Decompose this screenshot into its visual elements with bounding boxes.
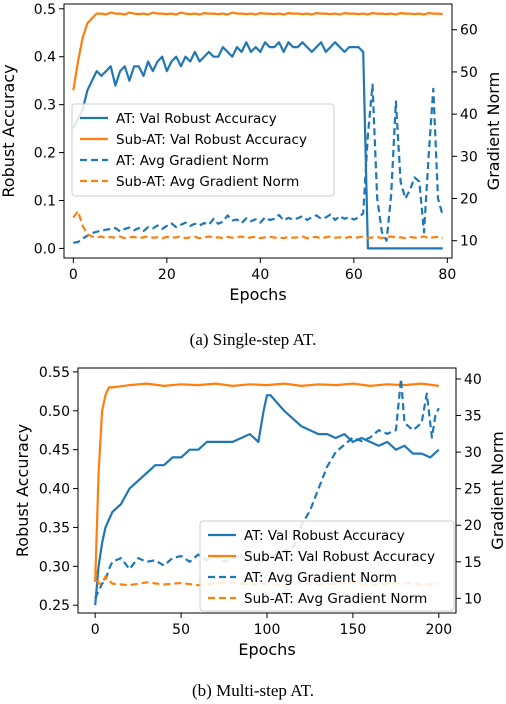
- series-line-3: [73, 83, 444, 244]
- y-axis-label: Robust Accuracy: [13, 424, 32, 557]
- series-line-2: [94, 382, 439, 582]
- x-tick-label: 0: [69, 267, 78, 283]
- x-tick-label: 50: [172, 622, 190, 638]
- y-tick-label: 0.1: [34, 193, 56, 209]
- y-tick-label: 0.3: [34, 98, 56, 114]
- legend-box: [199, 520, 455, 612]
- y2-tick-label: 40: [460, 107, 478, 123]
- y-tick-label: 0.5: [34, 2, 56, 18]
- x-tick-label: 40: [251, 267, 269, 283]
- y-tick-label: 0.45: [39, 443, 70, 459]
- y-tick-label: 0.30: [39, 559, 70, 575]
- y2-tick-label: 15: [464, 555, 482, 571]
- series-line-1: [72, 41, 443, 250]
- y2-tick-label: 30: [464, 445, 482, 461]
- x-axis-label: Epochs: [238, 640, 295, 659]
- legend-label-4: Sub-AT: Avg Gradient Norm: [116, 174, 299, 190]
- plot-frame: [63, 3, 453, 259]
- series-line-2: [72, 11, 443, 91]
- legend-label-3: AT: Avg Gradient Norm: [116, 153, 269, 169]
- y2-tick-label: 20: [464, 518, 482, 534]
- x-tick-label: 20: [158, 267, 176, 283]
- legend-label-2: Sub-AT: Val Robust Accuracy: [244, 549, 435, 565]
- y2-tick-label: 35: [464, 409, 482, 425]
- x-tick-label: 80: [438, 267, 456, 283]
- x-tick-label: 150: [340, 622, 367, 638]
- y-tick-label: 0.2: [34, 146, 56, 162]
- y2-tick-label: 60: [460, 23, 478, 39]
- legend-box: [71, 103, 335, 197]
- x-tick-label: 60: [345, 267, 363, 283]
- legend-label-4: Sub-AT: Avg Gradient Norm: [244, 591, 427, 607]
- y2-tick-label: 25: [464, 482, 482, 498]
- legend-label-2: Sub-AT: Val Robust Accuracy: [116, 132, 307, 148]
- legend-label-1: AT: Val Robust Accuracy: [244, 528, 405, 544]
- y2-tick-label: 20: [460, 192, 478, 208]
- series-line-1: [94, 394, 440, 606]
- caption-multi-step: (b) Multi-step AT.: [192, 681, 314, 700]
- x-tick-label: 200: [425, 622, 452, 638]
- legend-label-1: AT: Val Robust Accuracy: [116, 111, 277, 127]
- y-tick-label: 0.55: [39, 365, 70, 381]
- y2-axis-label: Gradient Norm: [488, 431, 506, 549]
- y2-axis-label: Gradient Norm: [484, 72, 503, 190]
- y-tick-label: 0.4: [34, 50, 56, 66]
- y2-tick-label: 10: [460, 234, 478, 250]
- y-tick-label: 0.35: [39, 520, 70, 536]
- y2-tick-label: 10: [464, 591, 482, 607]
- x-tick-label: 100: [254, 622, 281, 638]
- y2-tick-label: 50: [460, 65, 478, 81]
- y-tick-label: 0.40: [39, 482, 70, 498]
- legend-label-3: AT: Avg Gradient Norm: [244, 570, 397, 586]
- x-tick-label: 0: [91, 622, 100, 638]
- y2-tick-label: 40: [464, 372, 482, 388]
- y2-tick-label: 30: [460, 149, 478, 165]
- y-tick-label: 0.25: [39, 598, 70, 614]
- y-tick-label: 0.50: [39, 404, 70, 420]
- caption-single-step: (a) Single-step AT.: [189, 330, 317, 349]
- y-tick-label: 0.0: [34, 241, 56, 257]
- y-axis-label: Robust Accuracy: [0, 64, 18, 197]
- series-line-4: [72, 210, 443, 240]
- x-axis-label: Epochs: [229, 285, 286, 304]
